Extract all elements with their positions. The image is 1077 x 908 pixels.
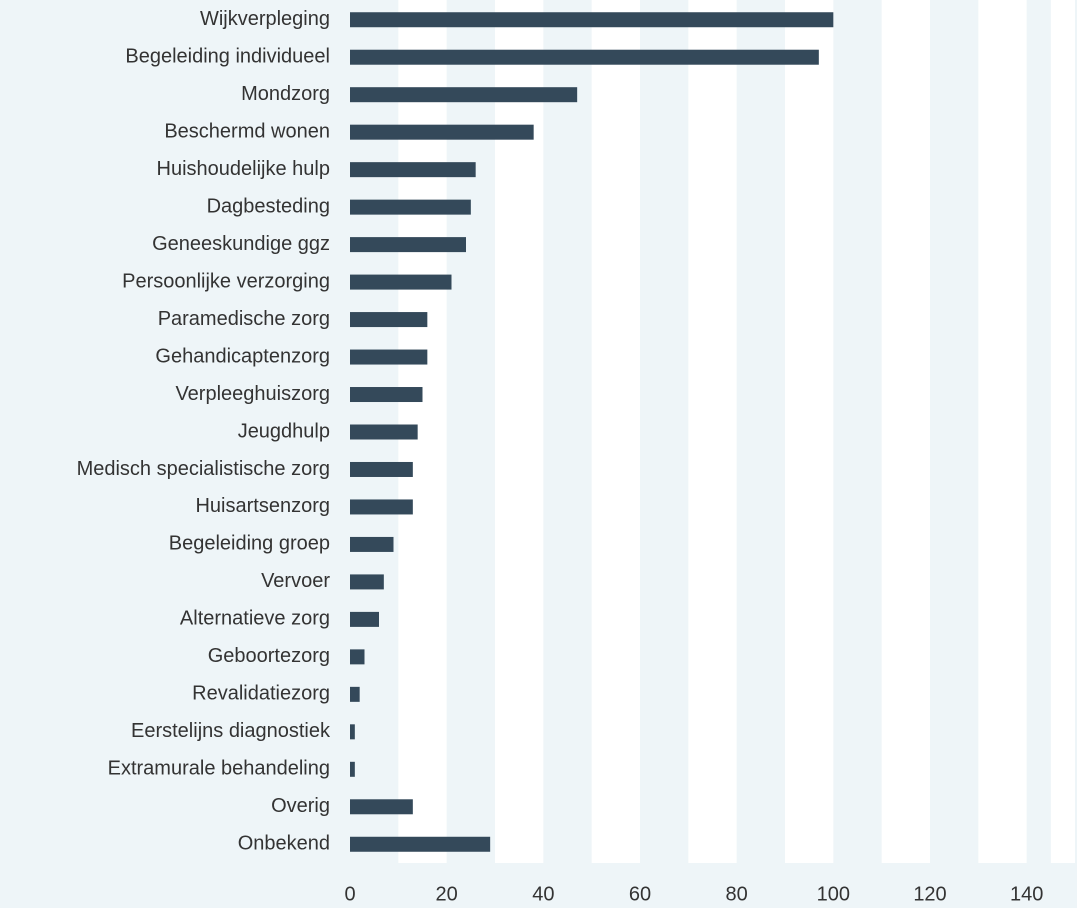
bar bbox=[350, 536, 394, 552]
y-tick-label: Jeugdhulp bbox=[238, 420, 330, 442]
bar bbox=[350, 424, 418, 440]
y-tick-label: Dagbesteding bbox=[207, 195, 330, 217]
bar bbox=[350, 649, 365, 665]
y-tick-label: Extramurale behandeling bbox=[108, 758, 330, 780]
y-tick-label: Eerstelijns diagnostiek bbox=[131, 720, 331, 742]
bar bbox=[350, 349, 428, 365]
x-tick-label: 100 bbox=[817, 883, 850, 905]
y-tick-label: Vervoer bbox=[261, 570, 330, 592]
y-tick-label: Geboortezorg bbox=[208, 645, 330, 667]
grid-band bbox=[688, 0, 737, 863]
x-tick-label: 0 bbox=[344, 883, 355, 905]
bar bbox=[350, 237, 466, 253]
bar bbox=[350, 836, 491, 852]
y-tick-label: Persoonlijke verzorging bbox=[122, 270, 330, 292]
grid-band bbox=[785, 0, 834, 863]
bar bbox=[350, 124, 534, 140]
bar bbox=[350, 611, 379, 627]
y-tick-label: Verpleeghuiszorg bbox=[175, 383, 330, 405]
y-tick-label: Begeleiding individueel bbox=[125, 45, 330, 67]
y-tick-label: Overig bbox=[271, 795, 330, 817]
bar bbox=[350, 12, 834, 28]
y-tick-label: Geneeskundige ggz bbox=[152, 233, 330, 255]
x-tick-label: 80 bbox=[726, 883, 748, 905]
bar bbox=[350, 49, 819, 65]
bar bbox=[350, 199, 471, 215]
bar bbox=[350, 761, 355, 777]
x-tick-label: 20 bbox=[436, 883, 458, 905]
y-tick-label: Wijkverpleging bbox=[200, 8, 330, 30]
bar bbox=[350, 312, 428, 328]
bar bbox=[350, 799, 413, 815]
y-tick-label: Onbekend bbox=[238, 833, 330, 855]
y-tick-label: Paramedische zorg bbox=[158, 308, 330, 330]
x-tick-label: 40 bbox=[532, 883, 554, 905]
y-tick-label: Revalidatiezorg bbox=[192, 683, 330, 705]
grid-band bbox=[591, 0, 640, 863]
grid-band bbox=[978, 0, 1027, 863]
bar bbox=[350, 387, 423, 403]
grid-band bbox=[1050, 0, 1075, 863]
y-tick-label: Gehandicaptenzorg bbox=[155, 345, 330, 367]
bar bbox=[350, 499, 413, 515]
y-tick-label: Mondzorg bbox=[241, 83, 330, 105]
y-tick-label: Begeleiding groep bbox=[169, 533, 330, 555]
bar bbox=[350, 574, 384, 590]
x-tick-label: 120 bbox=[913, 883, 946, 905]
bar bbox=[350, 274, 452, 290]
bar bbox=[350, 162, 476, 178]
bar bbox=[350, 461, 413, 477]
y-tick-label: Alternatieve zorg bbox=[180, 608, 330, 630]
y-tick-label: Beschermd wonen bbox=[164, 120, 330, 142]
x-tick-label: 60 bbox=[629, 883, 651, 905]
bar bbox=[350, 686, 360, 702]
x-tick-label: 140 bbox=[1010, 883, 1043, 905]
y-tick-label: Medisch specialistische zorg bbox=[77, 458, 330, 480]
bar bbox=[350, 724, 355, 740]
y-tick-label: Huisartsenzorg bbox=[195, 495, 330, 517]
grid-band bbox=[495, 0, 544, 863]
y-tick-label: Huishoudelijke hulp bbox=[157, 158, 330, 180]
bar bbox=[350, 87, 578, 103]
grid-band bbox=[881, 0, 930, 863]
